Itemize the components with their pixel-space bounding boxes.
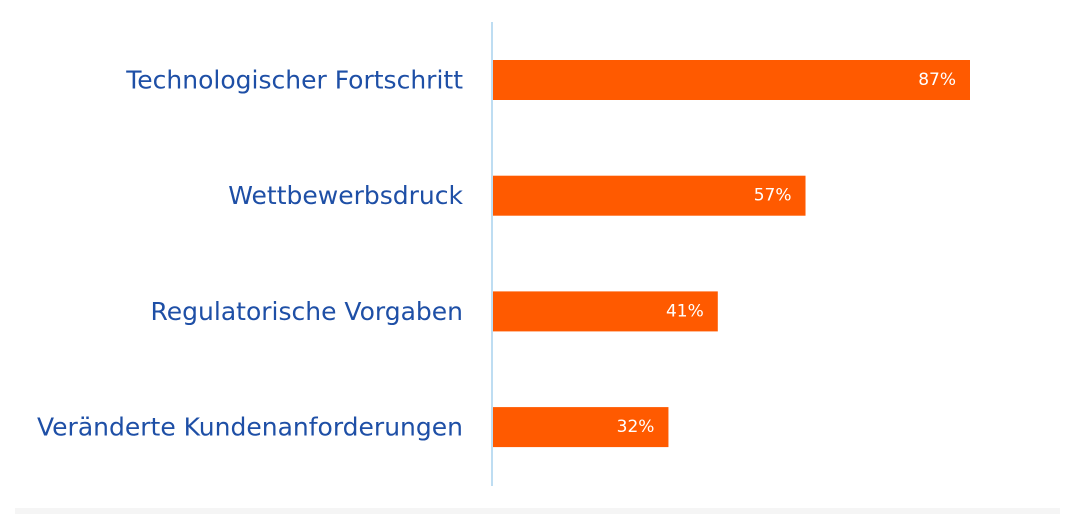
page-bottom-band [15,508,1060,514]
bar-regulatorische-vorgaben [493,291,718,332]
category-label-regulatorische-vorgaben: Regulatorische Vorgaben [151,297,463,326]
value-label-veraenderte-kundenanforderungen: 32% [617,417,655,437]
category-label-wettbewerbsdruck: Wettbewerbsdruck [228,181,463,210]
bar-technologischer-fortschritt [493,60,970,100]
value-label-regulatorische-vorgaben: 41% [666,301,704,321]
bar-veraenderte-kundenanforderungen [493,407,669,448]
value-label-technologischer-fortschritt: 87% [918,70,956,90]
value-label-wettbewerbsdruck: 57% [754,186,792,206]
category-label-veraenderte-kundenanforderungen: Veränderte Kundenanforderungen [37,413,463,442]
category-label-technologischer-fortschritt: Technologischer Fortschritt [125,66,463,95]
bar-wettbewerbsdruck [493,175,806,216]
bar-group [493,60,970,448]
value-labels: 87% 57% 41% 32% [617,70,956,437]
category-labels: Technologischer Fortschritt Wettbewerbsdr… [37,66,464,442]
